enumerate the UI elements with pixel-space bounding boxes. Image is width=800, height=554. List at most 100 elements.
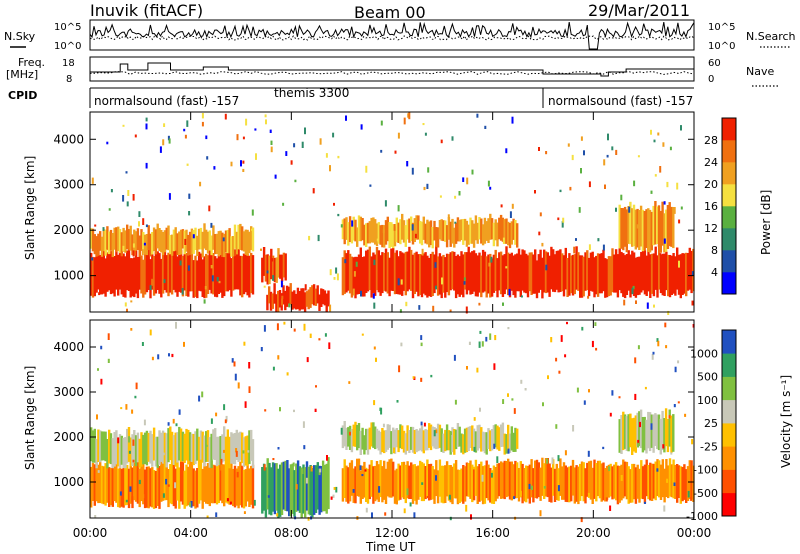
heatmap-cell: [652, 205, 655, 246]
heatmap-cell: [230, 463, 233, 504]
heatmap-cell: [417, 430, 420, 452]
heatmap-cell: [496, 258, 499, 298]
heatmap-cell: [282, 285, 285, 305]
heatmap-cell: [382, 229, 385, 234]
heatmap-cell: [286, 372, 289, 376]
heatmap-cell: [242, 160, 245, 164]
heatmap-cell: [265, 119, 267, 125]
heatmap-cell: [235, 429, 238, 460]
heatmap-cell: [685, 252, 688, 297]
heatmap-cell: [395, 250, 398, 294]
heatmap-cell: [417, 254, 420, 297]
heatmap-cell: [654, 201, 657, 245]
heatmap-cell: [663, 213, 666, 253]
colorbar-swatch: [722, 423, 736, 447]
heatmap-cell: [582, 256, 585, 297]
heatmap-cell: [517, 468, 521, 502]
heatmap-cell: [140, 229, 143, 251]
heatmap-cell: [91, 257, 94, 261]
heatmap-cell: [372, 422, 375, 448]
heatmap-cell: [118, 229, 122, 254]
heatmap-cell: [647, 411, 650, 449]
heatmap-cell: [224, 113, 227, 120]
colorbar-swatch: [722, 250, 736, 273]
heatmap-cell: [208, 437, 211, 468]
heatmap-cell: [181, 229, 185, 249]
heatmap-cell: [264, 467, 268, 518]
heatmap-cell: [131, 496, 134, 502]
heatmap-cell: [186, 120, 189, 127]
heatmap-cell: [419, 254, 422, 295]
heatmap-cell: [508, 461, 512, 500]
colorbar-swatch: [722, 162, 736, 185]
heatmap-cell: [652, 351, 655, 355]
heatmap-cell: [281, 295, 284, 300]
heatmap-cell: [192, 234, 195, 239]
heatmap-cell: [221, 254, 224, 298]
heatmap-cell: [170, 462, 174, 505]
heatmap-cell: [503, 433, 506, 455]
heatmap-cell: [498, 427, 501, 451]
heatmap-cell: [667, 254, 670, 297]
heatmap-cell: [587, 257, 591, 297]
heatmap-cell: [192, 433, 195, 466]
heatmap-cell: [354, 421, 357, 447]
heatmap-cell: [96, 414, 98, 420]
heatmap-cell: [134, 231, 138, 251]
heatmap-cell: [550, 467, 553, 503]
heatmap-cell: [165, 255, 168, 293]
heatmap-cell: [178, 409, 181, 415]
heatmap-cell: [106, 439, 109, 469]
colorbar-tick-label: 500: [697, 371, 718, 384]
heatmap-cell: [294, 179, 297, 183]
heatmap-cell: [476, 113, 479, 118]
heatmap-cell: [368, 246, 371, 290]
heatmap-cell: [93, 464, 96, 506]
heatmap-cell: [179, 428, 183, 462]
heatmap-cell: [260, 248, 262, 251]
heatmap-cell: [311, 468, 314, 518]
heatmap-cell: [113, 460, 116, 502]
heatmap-cell: [559, 458, 562, 496]
heatmap-cell: [469, 426, 472, 448]
heatmap-cell: [156, 251, 159, 290]
heatmap-cell: [140, 255, 143, 294]
heatmap-cell: [447, 254, 451, 296]
heatmap-cell: [368, 464, 371, 500]
heatmap-cell: [622, 411, 625, 451]
heatmap-cell: [485, 256, 488, 298]
heatmap-cell: [99, 231, 102, 251]
heatmap-cell: [178, 426, 181, 461]
heatmap-cell: [341, 219, 345, 240]
heatmap-cell: [97, 245, 100, 290]
colorbar-tick-label: 12: [704, 222, 718, 235]
heatmap-cell: [399, 424, 402, 449]
heatmap-cell: [219, 463, 222, 501]
heatmap-cell: [205, 135, 208, 140]
heatmap-cell: [440, 219, 443, 241]
heatmap-cell: [205, 229, 208, 251]
heatmap-cell: [511, 203, 514, 209]
heatmap-cell: [449, 465, 452, 503]
heatmap-cell: [127, 427, 131, 462]
heatmap-cell: [580, 461, 584, 497]
heatmap-cell: [442, 433, 445, 453]
heatmap-cell: [623, 206, 627, 247]
heatmap-cell: [456, 254, 460, 295]
heatmap-cell: [629, 469, 632, 503]
heatmap-cell: [351, 220, 354, 227]
heatmap-cell: [235, 448, 238, 453]
heatmap-cell: [411, 167, 414, 175]
heatmap-cell: [174, 249, 177, 293]
heatmap-cell: [217, 231, 220, 257]
heatmap-cell: [138, 221, 140, 227]
heatmap-cell: [428, 257, 431, 297]
colorbar-tick-label: 25: [704, 417, 718, 430]
heatmap-cell: [160, 230, 163, 253]
heatmap-cell: [224, 460, 228, 503]
heatmap-cell: [129, 463, 132, 504]
heatmap-cell: [285, 151, 288, 156]
heatmap-cell: [343, 459, 346, 498]
heatmap-cell: [301, 468, 304, 474]
heatmap-cell: [122, 467, 125, 508]
